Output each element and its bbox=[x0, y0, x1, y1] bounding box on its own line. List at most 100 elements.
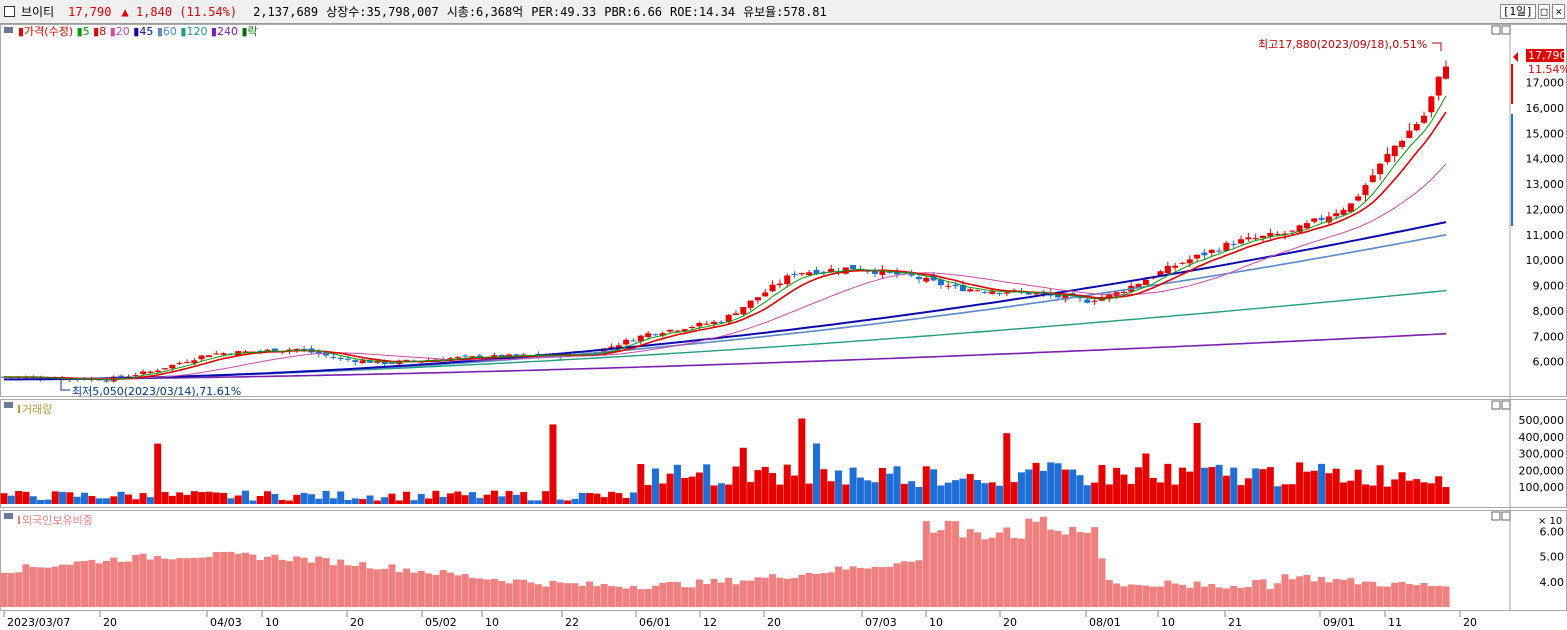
foreign-ratio-bar bbox=[988, 537, 996, 607]
candle bbox=[1421, 115, 1428, 123]
foreign-ratio-bar bbox=[549, 580, 557, 607]
volume-legend: 거래량 bbox=[22, 403, 52, 416]
candle bbox=[140, 371, 147, 375]
foreign-ratio-bar bbox=[1039, 516, 1047, 607]
legend-item[interactable]: ▮120 bbox=[177, 25, 208, 38]
volume-bar bbox=[856, 477, 864, 504]
x-tick-label: 2023/03/07 bbox=[7, 616, 70, 629]
legend-item[interactable]: ▮20 bbox=[106, 25, 130, 38]
volume-bar bbox=[483, 494, 491, 504]
foreign-ratio-bar bbox=[827, 572, 835, 607]
volume-bar bbox=[220, 492, 228, 504]
foreign-ratio-bar bbox=[1127, 584, 1135, 607]
price-panel-controls[interactable] bbox=[1491, 25, 1511, 35]
foreign-ratio-bar bbox=[849, 566, 857, 607]
volume-bar bbox=[608, 491, 616, 504]
select-checkbox[interactable] bbox=[4, 6, 15, 17]
foreign-ratio-bar bbox=[1135, 584, 1143, 607]
volume-bar bbox=[461, 495, 469, 504]
foreign-ratio-bar bbox=[242, 552, 250, 607]
candle bbox=[747, 300, 754, 308]
foreign-ratio-bar bbox=[307, 562, 315, 607]
volume-value: 2,137,689 bbox=[253, 4, 319, 19]
ma8-line bbox=[3, 111, 1447, 381]
foreign-panel-controls[interactable] bbox=[1491, 511, 1511, 521]
foreign-ratio-bar bbox=[344, 565, 352, 607]
close-button[interactable]: × bbox=[1552, 4, 1565, 19]
volume-bar bbox=[1083, 485, 1091, 504]
foreign-ratio-bar bbox=[220, 551, 228, 607]
volume-bar bbox=[1157, 482, 1165, 504]
foreign-ratio-bar bbox=[564, 583, 572, 607]
volume-bar bbox=[586, 493, 594, 504]
current-price-tag-text: 17,790 bbox=[1528, 49, 1567, 62]
volume-bar bbox=[256, 496, 264, 504]
candle bbox=[176, 363, 183, 365]
foreign-ratio-bar bbox=[1252, 580, 1260, 607]
volume-bar bbox=[520, 492, 528, 504]
volume-panel-controls[interactable] bbox=[1491, 400, 1511, 410]
x-tick-label: 21 bbox=[1228, 616, 1242, 629]
volume-bar bbox=[490, 490, 498, 504]
volume-bar bbox=[1318, 463, 1326, 504]
foreign-ratio-bar bbox=[944, 520, 952, 607]
foreign-ratio-bar bbox=[29, 566, 37, 607]
legend-item[interactable]: ▮45 bbox=[130, 25, 154, 38]
legend-item[interactable]: ▮240 bbox=[207, 25, 238, 38]
volume-bar bbox=[871, 482, 879, 504]
volume-bar bbox=[1281, 484, 1289, 504]
candle bbox=[257, 350, 264, 352]
x-tick-label: 20 bbox=[103, 616, 117, 629]
volume-bar bbox=[981, 483, 989, 504]
volume-bar bbox=[791, 475, 799, 504]
volume-bar bbox=[1442, 487, 1450, 504]
foreign-ratio-bar bbox=[176, 558, 184, 607]
legend-item[interactable]: ▮60 bbox=[153, 25, 177, 38]
period-button[interactable]: [1일] bbox=[1499, 4, 1536, 19]
candle bbox=[1201, 252, 1208, 256]
candle bbox=[1033, 293, 1040, 295]
foreign-ratio-bar bbox=[952, 521, 960, 607]
foreign-ratio-bar bbox=[974, 532, 982, 607]
candle bbox=[923, 277, 930, 282]
candle bbox=[608, 346, 615, 348]
foreign-ratio-bar bbox=[900, 561, 908, 607]
volume-bar bbox=[388, 493, 396, 504]
candle bbox=[806, 272, 813, 276]
stock-chart[interactable]: 6,000 7,000 8,000 9,000 10,000 11,000 12,000 13… bbox=[0, 24, 1567, 630]
x-tick-label: 20 bbox=[1003, 616, 1017, 629]
foreign-ratio-bar bbox=[1120, 586, 1128, 607]
legend-item[interactable]: ▮8 bbox=[90, 25, 107, 38]
foreign-ratio-bar bbox=[725, 577, 733, 607]
candle bbox=[220, 353, 227, 355]
legend-item[interactable]: ▮가격(수정) bbox=[18, 25, 73, 38]
legend-item[interactable]: ▮5 bbox=[73, 25, 90, 38]
price-y-tick: 9,000 bbox=[1533, 280, 1565, 293]
candle bbox=[850, 264, 857, 270]
foreign-ratio-bar bbox=[966, 529, 974, 607]
x-tick-label: 11 bbox=[1388, 616, 1402, 629]
window-controls: [1일] □ × bbox=[1499, 4, 1565, 19]
foreign-ratio-bar bbox=[425, 573, 433, 607]
foreign-ratio-bar bbox=[483, 579, 491, 607]
foreign-ratio-bar bbox=[410, 572, 418, 607]
per-value: PER:49.33 bbox=[531, 4, 597, 19]
legend-item[interactable]: ▮락 bbox=[238, 25, 258, 38]
volume-bar bbox=[285, 500, 293, 504]
foreign-ratio-bar bbox=[1091, 527, 1099, 607]
foreign-ratio-bar bbox=[1369, 581, 1377, 607]
down-range-bar bbox=[1511, 114, 1513, 226]
volume-bar bbox=[1310, 470, 1318, 504]
volume-bar bbox=[1003, 433, 1011, 504]
volume-bar bbox=[1186, 471, 1194, 504]
volume-bar bbox=[1098, 465, 1106, 504]
volume-bar bbox=[0, 493, 8, 504]
foreign-ratio-bar bbox=[608, 586, 616, 607]
maximize-button[interactable]: □ bbox=[1537, 4, 1551, 19]
foreign-ratio-bar bbox=[1274, 583, 1282, 607]
foreign-ratio-bar bbox=[1391, 582, 1399, 607]
candle bbox=[213, 353, 220, 355]
foreign-ratio-bar bbox=[1017, 538, 1025, 607]
foreign-ratio-bar bbox=[856, 567, 864, 607]
volume-bar bbox=[22, 491, 30, 504]
